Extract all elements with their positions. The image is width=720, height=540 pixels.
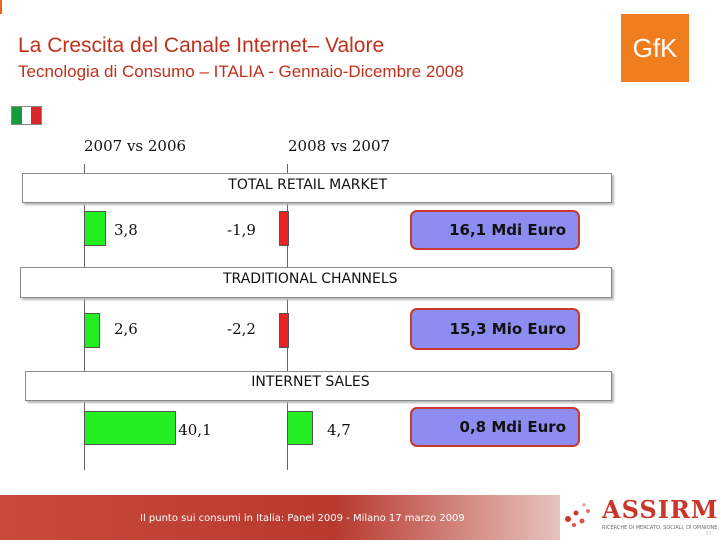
assirm-logo: ASSIRM (602, 495, 719, 524)
data-bar (279, 313, 289, 348)
data-bar (84, 411, 177, 445)
data-bar (84, 211, 107, 246)
slide-number: 33 (705, 531, 712, 537)
slide-subtitle: Tecnologia di Consumo – ITALIA - Gennaio… (18, 62, 464, 81)
data-label: 4,7 (327, 421, 351, 439)
corner-accent (0, 0, 2, 14)
assirm-dots-icon (565, 503, 590, 527)
data-bar (84, 313, 100, 348)
data-label: -1,9 (227, 221, 256, 239)
data-label: 3,8 (114, 221, 138, 239)
section-bar (25, 371, 612, 401)
market-value-box: 16,1 Mdi Euro (410, 210, 580, 250)
section-bar (22, 173, 612, 203)
data-bar (287, 411, 313, 445)
footer-text: Il punto sui consumi in Italia: Panel 20… (140, 513, 465, 524)
section-bar (20, 267, 612, 298)
column-label-2008: 2008 vs 2007 (288, 137, 391, 155)
data-label: -2,2 (227, 320, 256, 338)
footer-band (0, 495, 560, 540)
market-value-box: 15,3 Mio Euro (410, 308, 580, 350)
section-label: TOTAL RETAIL MARKET (228, 177, 388, 193)
assirm-tagline: RICERCHE DI MERCATO, SOCIALI, DI OPINION… (602, 525, 718, 531)
data-label: 2,6 (114, 320, 138, 338)
column-label-2007: 2007 vs 2006 (84, 137, 187, 155)
data-bar (279, 211, 289, 246)
market-value-box: 0,8 Mdi Euro (410, 407, 580, 447)
section-label: INTERNET SALES (251, 374, 370, 390)
section-label: TRADITIONAL CHANNELS (223, 271, 398, 287)
gfk-logo: GfK (621, 14, 689, 82)
data-label: 40,1 (178, 421, 212, 439)
italy-flag-icon (11, 106, 42, 125)
slide-title: La Crescita del Canale Internet– Valore (18, 34, 385, 57)
